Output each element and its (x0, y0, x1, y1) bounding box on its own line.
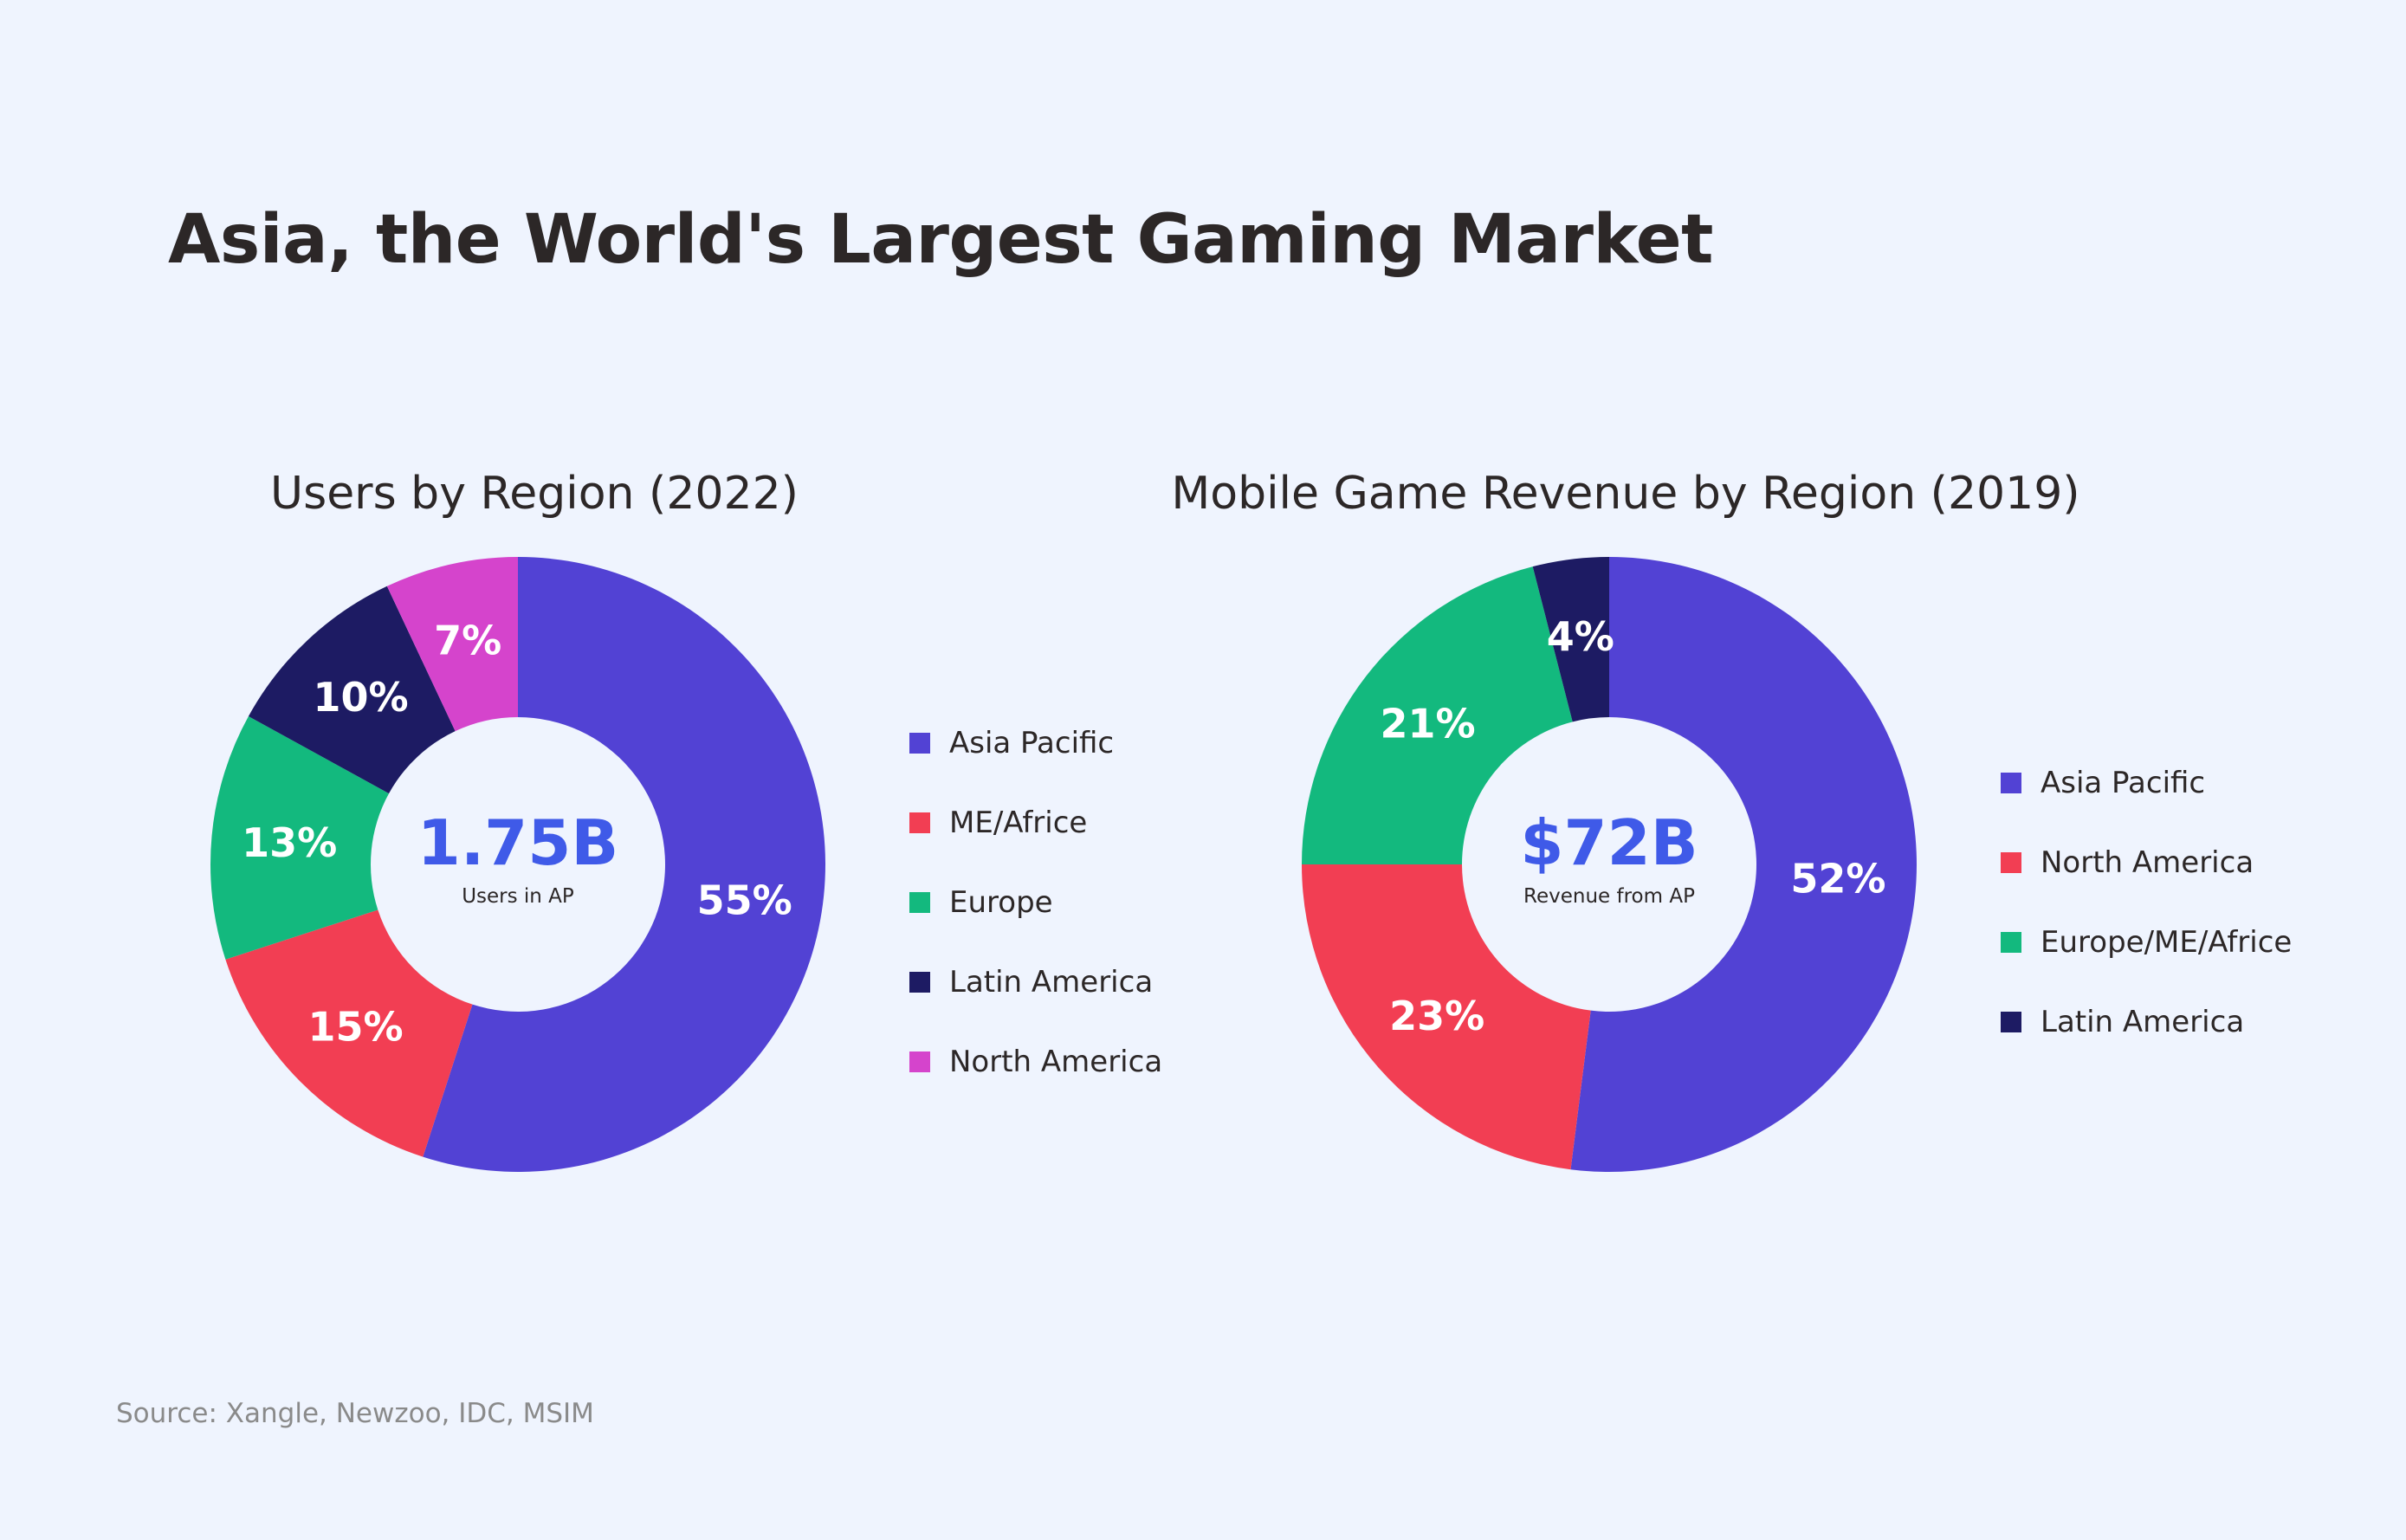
slice-latin-america (248, 586, 456, 794)
center-caption: Users in AP (462, 885, 574, 908)
legend-item-asia-pacific: Asia Pacific (909, 703, 1162, 783)
legend-swatch (909, 972, 930, 993)
slice-asia-pacific (1570, 557, 1917, 1172)
legend-label: Europe/ME/Africe (2041, 925, 2293, 960)
legend-label: North America (2041, 845, 2254, 880)
slice-label-europe: 13% (242, 819, 337, 866)
slice-label-latin-america: 10% (314, 674, 409, 721)
slice-north-america (386, 557, 518, 732)
legend-swatch (909, 892, 930, 913)
center-value: $72B (1520, 806, 1698, 879)
legend-item-asia-pacific: Asia Pacific (2001, 743, 2292, 823)
legend-swatch (2001, 1012, 2021, 1032)
legend-swatch (2001, 852, 2021, 873)
legend-label: Asia Pacific (949, 726, 1115, 760)
slice-latin-america (1532, 557, 1609, 722)
slice-label-me-africe: 15% (308, 1003, 404, 1050)
legend-swatch (909, 812, 930, 833)
revenue-donut-chart: 52% 23% 21% 4% $72B Revenue from AP (1302, 557, 1917, 1172)
slice-me-africe (225, 909, 473, 1157)
center-value: 1.75B (417, 806, 619, 879)
slice-label-north-america: 23% (1389, 993, 1484, 1039)
legend-label: Latin America (949, 965, 1154, 1000)
page-title: Asia, the World's Largest Gaming Market (168, 201, 1713, 279)
legend-label: ME/Africe (949, 806, 1088, 840)
slice-label-latin-america: 4% (1547, 613, 1614, 660)
legend-label: Latin America (2041, 1005, 2245, 1039)
slice-europe-me-africe (1302, 566, 1573, 864)
legend-swatch (909, 1051, 930, 1072)
users-chart-title: Users by Region (2022) (270, 468, 799, 520)
legend-swatch (2001, 773, 2021, 793)
legend-item-latin-america: Latin America (909, 942, 1162, 1022)
slice-north-america (1302, 864, 1591, 1170)
legend-label: Asia Pacific (2041, 766, 2206, 800)
slice-label-europe-me-africe: 21% (1381, 701, 1476, 747)
legend-item-me-africe: ME/Africe (909, 783, 1162, 863)
center-caption: Revenue from AP (1523, 885, 1695, 908)
source-note: Source: Xangle, Newzoo, IDC, MSIM (116, 1398, 594, 1429)
legend-item-europe-me-africe: Europe/ME/Africe (2001, 903, 2292, 982)
slice-label-north-america: 7% (434, 617, 501, 663)
slice-asia-pacific (423, 557, 826, 1172)
legend-label: Europe (949, 885, 1053, 920)
legend-label: North America (949, 1045, 1163, 1079)
legend-item-europe: Europe (909, 863, 1162, 942)
revenue-legend: Asia Pacific North America Europe/ME/Afric… (2001, 743, 2292, 1062)
legend-item-north-america: North America (909, 1022, 1162, 1102)
revenue-chart-title: Mobile Game Revenue by Region (2019) (1171, 468, 2080, 520)
legend-item-latin-america: Latin America (2001, 982, 2292, 1062)
slice-europe (210, 715, 390, 960)
users-donut-chart: 55% 15% 13% 10% 7% 1.75B Users in AP (210, 557, 826, 1172)
users-legend: Asia Pacific ME/Africe Europe Latin America… (909, 703, 1162, 1102)
legend-swatch (2001, 932, 2021, 953)
legend-swatch (909, 733, 930, 754)
legend-item-north-america: North America (2001, 823, 2292, 903)
slice-label-asia-pacific: 55% (697, 877, 792, 923)
slice-label-asia-pacific: 52% (1790, 856, 1885, 903)
